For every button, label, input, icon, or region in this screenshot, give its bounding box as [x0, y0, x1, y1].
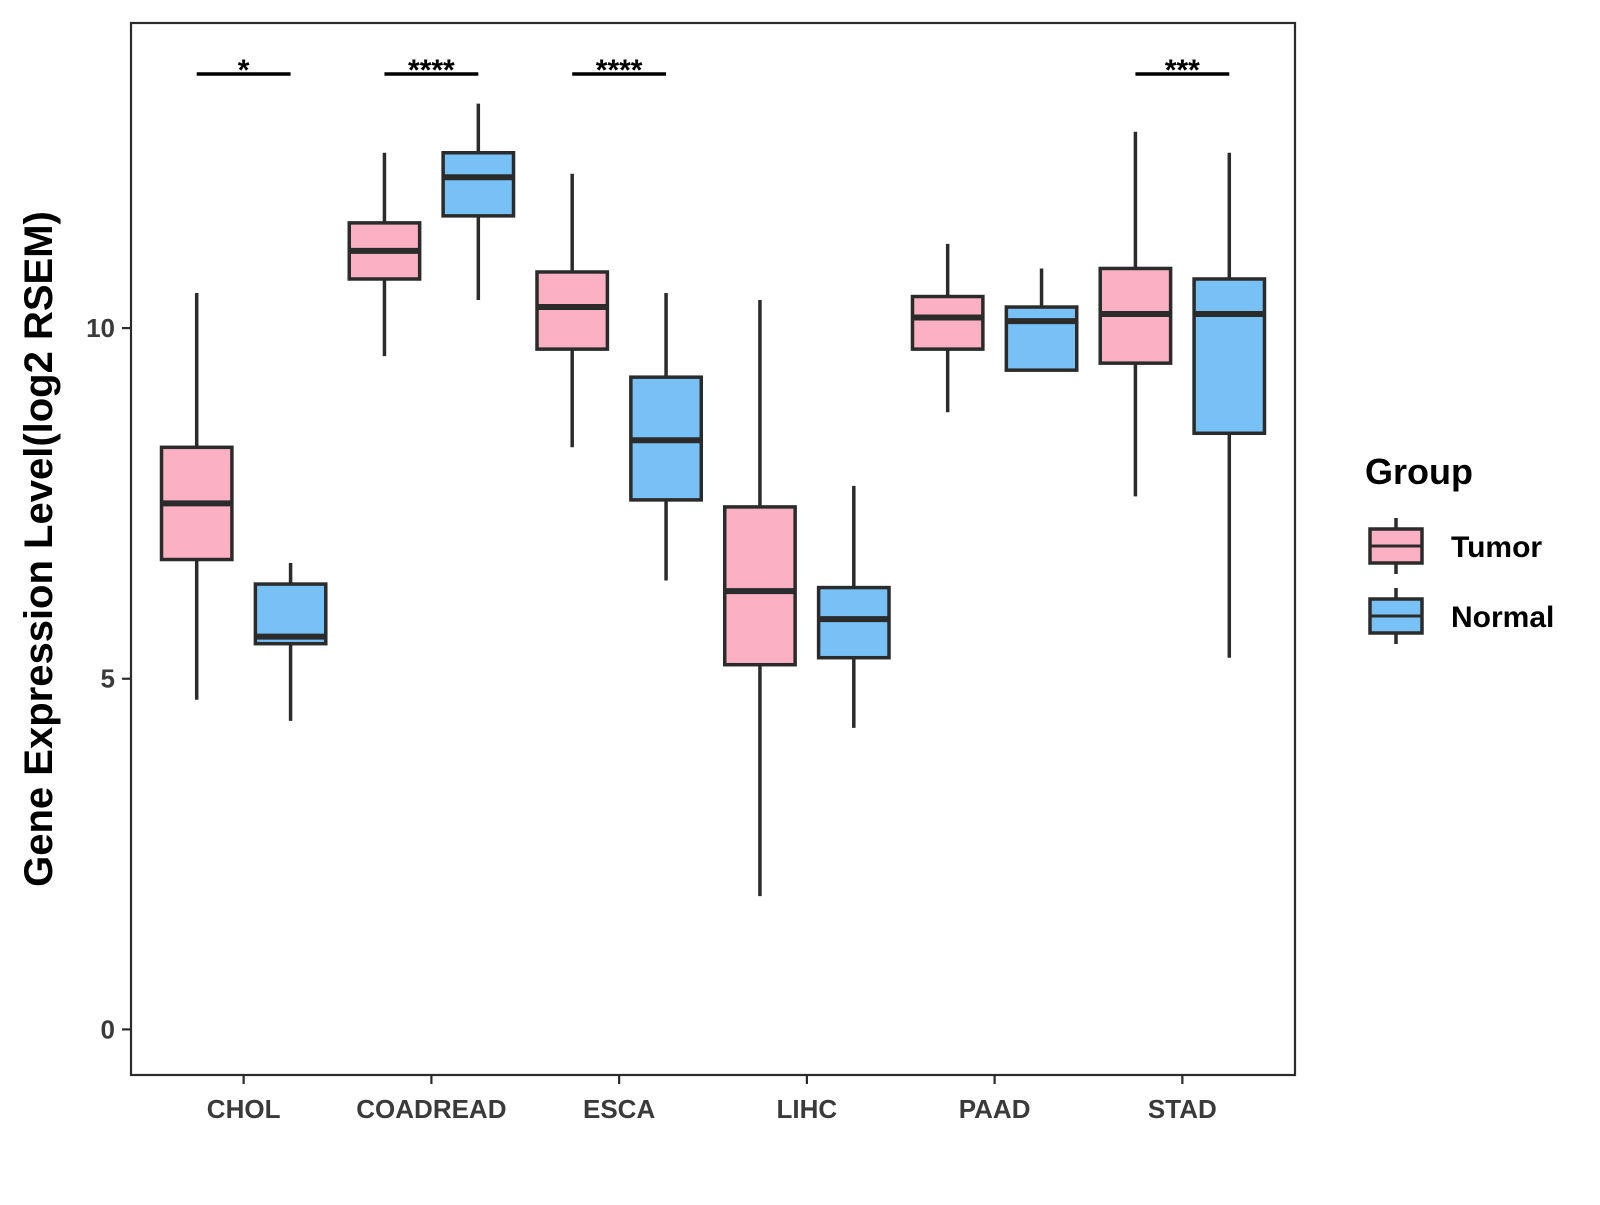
x-tick-label-esca: ESCA: [583, 1094, 655, 1124]
box-tumor-stad: [1098, 131, 1173, 497]
x-tick-label-lihc: LIHC: [777, 1094, 838, 1124]
box-body: [722, 505, 797, 667]
significance-label: ****: [596, 54, 643, 87]
significance-stad: ***: [1135, 54, 1230, 87]
box-tumor-chol: [159, 293, 234, 700]
box-body: [535, 270, 610, 351]
plot-area: * **** **** ***: [159, 54, 1267, 897]
significance-esca: ****: [572, 54, 667, 87]
significance-coadread: ****: [384, 54, 479, 87]
box-body: [816, 585, 891, 660]
y-tick-label: 5: [101, 664, 115, 694]
x-tick-label-paad: PAAD: [959, 1094, 1031, 1124]
box-tumor-paad: [910, 243, 985, 413]
legend-label: Normal: [1451, 601, 1554, 634]
panel-border: [129, 21, 1297, 1077]
box-body: [441, 150, 516, 218]
box-normal-esca: [629, 293, 704, 581]
box-tumor-lihc: [722, 300, 797, 897]
box-body: [1004, 305, 1079, 372]
legend-item-normal: Normal: [1368, 588, 1554, 644]
legend-label: Tumor: [1451, 531, 1542, 564]
x-tick-label-chol: CHOL: [207, 1094, 281, 1124]
box-normal-coadread: [441, 103, 516, 301]
legend-item-tumor: Tumor: [1368, 518, 1542, 574]
y-tick-label: 10: [86, 313, 115, 343]
box-body: [1192, 277, 1267, 436]
x-tick-label-stad: STAD: [1148, 1094, 1217, 1124]
box-normal-chol: [253, 563, 328, 721]
significance-label: ***: [1165, 54, 1200, 87]
box-normal-lihc: [816, 485, 891, 728]
significance-label: *: [238, 54, 250, 87]
box-normal-stad: [1192, 152, 1267, 658]
y-tick-label: 0: [101, 1014, 115, 1044]
legend-title: Group: [1365, 451, 1473, 492]
axes: 0 5 10 CHOL COADREAD ESCA LIHC PAAD STAD Gene Exp…: [17, 21, 1297, 1124]
x-tick-label-coadread: COADREAD: [356, 1094, 506, 1124]
significance-chol: *: [196, 54, 291, 87]
legend: Group Tumor Normal: [1365, 451, 1554, 644]
box-body: [910, 294, 985, 351]
box-tumor-esca: [535, 173, 610, 448]
box-tumor-coadread: [347, 152, 422, 357]
significance-label: ****: [408, 54, 455, 87]
y-axis-title: Gene Expression Level(log2 RSEM): [17, 211, 61, 887]
box-normal-paad: [1004, 268, 1079, 372]
